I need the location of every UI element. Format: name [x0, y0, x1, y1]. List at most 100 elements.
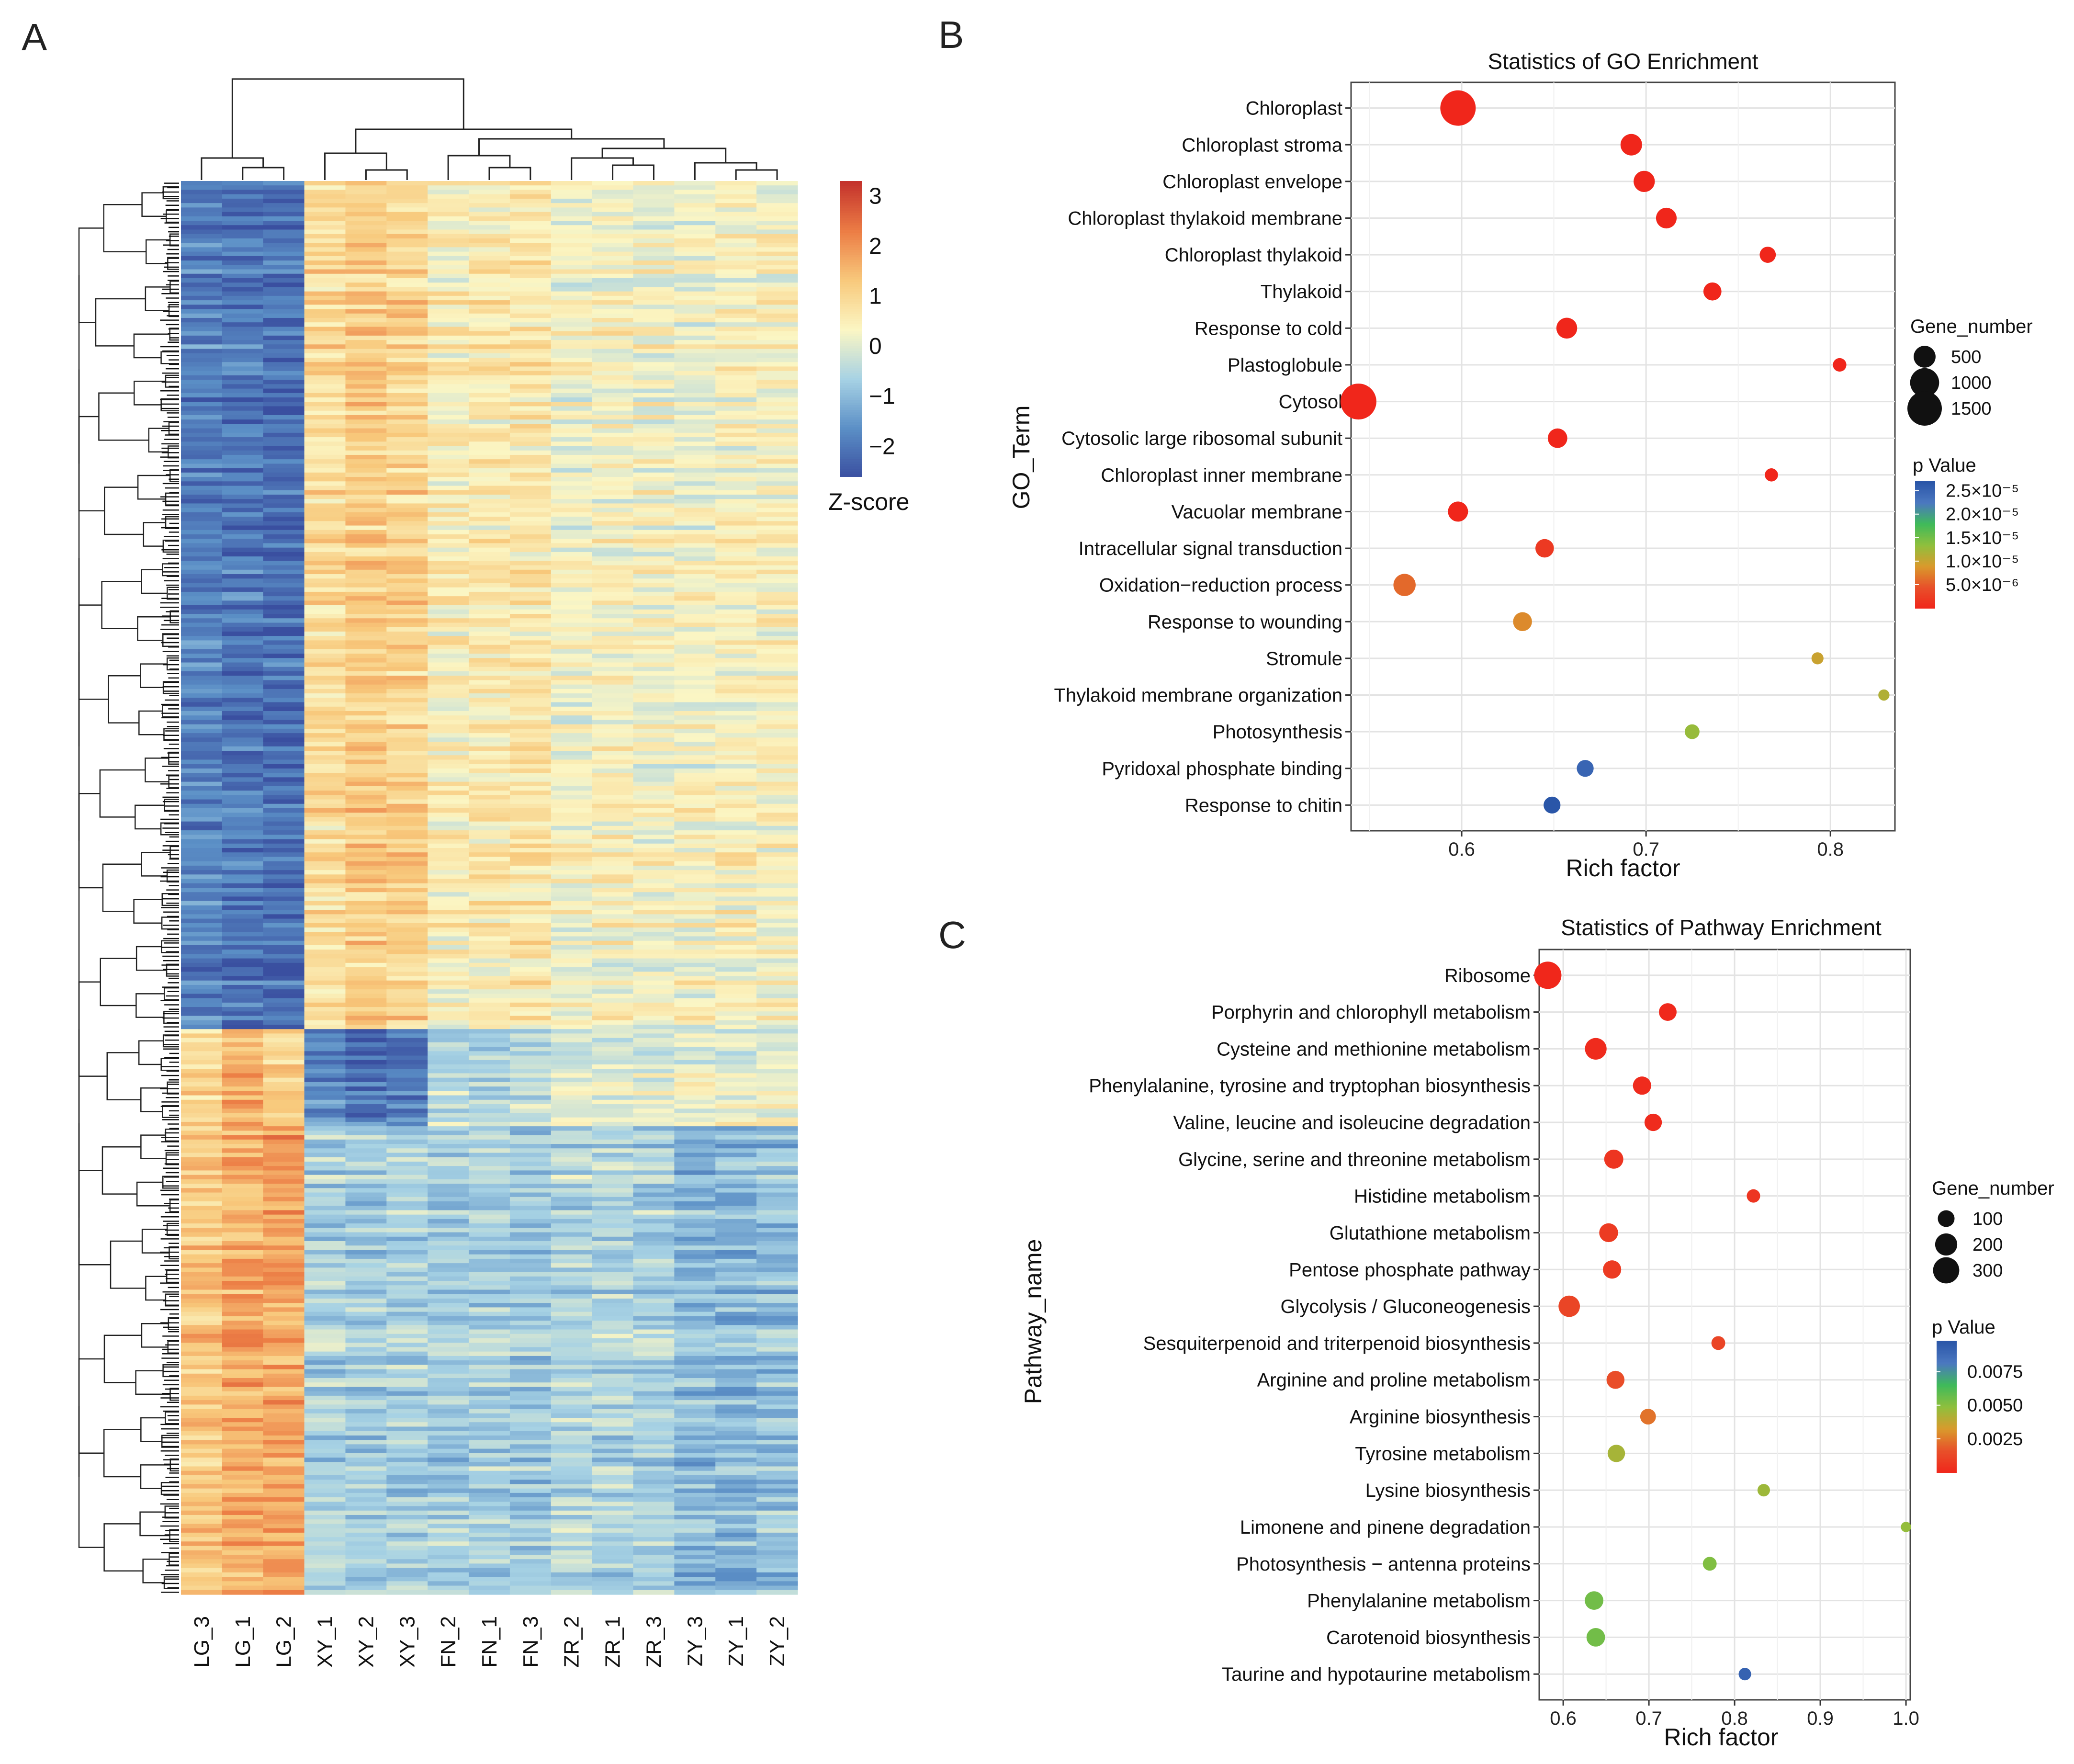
- heatmap-cell: [263, 556, 305, 561]
- heatmap-cell: [428, 1214, 469, 1220]
- heatmap-cell: [386, 331, 428, 336]
- heatmap-cell: [345, 693, 387, 698]
- heatmap-cell: [674, 1458, 716, 1462]
- heatmap-cell: [551, 273, 593, 279]
- heatmap-cell: [304, 627, 346, 632]
- heatmap-cell: [674, 295, 716, 301]
- heatmap-cell: [509, 1470, 552, 1476]
- heatmap-cell: [428, 1161, 469, 1166]
- heatmap-cell: [551, 344, 593, 350]
- heatmap-cell: [715, 923, 757, 928]
- heatmap-cell: [345, 645, 387, 650]
- heatmap-cell: [633, 1121, 675, 1127]
- heatmap-cell: [674, 331, 716, 336]
- heatmap-cell: [263, 499, 305, 504]
- heatmap-cell: [345, 1011, 387, 1017]
- heatmap-cell: [469, 1373, 510, 1379]
- heatmap-cell: [715, 1047, 757, 1052]
- heatmap-cell: [181, 848, 223, 853]
- heatmap-cell: [222, 1303, 264, 1308]
- heatmap-cell: [756, 295, 798, 301]
- heatmap-cell: [756, 1192, 798, 1198]
- heatmap-cell: [222, 578, 264, 584]
- heatmap-cell: [633, 349, 675, 354]
- heatmap-cell: [551, 556, 593, 561]
- heatmap-cell: [715, 1502, 757, 1507]
- heatmap-cell: [469, 768, 510, 773]
- heatmap-cell: [633, 1281, 675, 1286]
- heatmap-cell: [222, 1210, 264, 1215]
- heatmap-cell: [469, 221, 510, 226]
- heatmap-cell: [304, 366, 346, 372]
- heatmap-cell: [756, 331, 798, 336]
- heatmap-cell: [509, 477, 552, 482]
- heatmap-cell: [469, 353, 510, 358]
- heatmap-cell: [592, 459, 634, 464]
- heatmap-cell: [304, 976, 346, 981]
- heatmap-cell: [428, 1113, 469, 1118]
- heatmap-cell: [715, 830, 757, 835]
- heatmap-cell: [181, 1179, 223, 1184]
- heatmap-cell: [509, 1086, 552, 1091]
- heatmap-cell: [263, 1153, 305, 1158]
- heatmap-cell: [222, 1241, 264, 1246]
- heatmap-cell: [674, 1480, 716, 1484]
- heatmap-cell: [304, 1404, 346, 1410]
- heatmap-cell: [715, 1192, 757, 1198]
- heatmap-cell: [509, 1126, 552, 1131]
- heatmap-cell: [551, 737, 593, 743]
- heatmap-cell: [551, 676, 593, 681]
- heatmap-cell: [674, 1285, 716, 1290]
- heatmap-cell: [263, 998, 305, 1003]
- heatmap-cell: [715, 1095, 757, 1100]
- heatmap-cell: [222, 835, 264, 840]
- heatmap-cell: [386, 742, 428, 747]
- heatmap-cell: [304, 1294, 346, 1299]
- heatmap-cell: [304, 768, 346, 773]
- heatmap-cell: [509, 1307, 552, 1312]
- heatmap-cell: [551, 600, 593, 606]
- heatmap-cell: [304, 698, 346, 703]
- heatmap-cell: [345, 958, 387, 963]
- heatmap-cell: [304, 243, 346, 248]
- heatmap-cell: [345, 1113, 387, 1118]
- heatmap-cell: [551, 380, 593, 384]
- heatmap-cell: [509, 521, 552, 526]
- heatmap-cell: [263, 662, 305, 667]
- heatmap-cell: [469, 366, 510, 372]
- heatmap-cell: [551, 1210, 593, 1215]
- heatmap-cell: [345, 618, 387, 623]
- heatmap-cell: [551, 879, 593, 884]
- heatmap-cell: [263, 1166, 305, 1171]
- heatmap-cell: [428, 380, 469, 384]
- heatmap-cell: [428, 459, 469, 464]
- heatmap-cell: [509, 715, 552, 721]
- heatmap-cell: [509, 273, 552, 279]
- heatmap-cell: [592, 733, 634, 738]
- heatmap-cell: [509, 857, 552, 862]
- heatmap-cell: [592, 1418, 634, 1423]
- heatmap-cell: [756, 609, 798, 614]
- heatmap-cell: [551, 711, 593, 716]
- heatmap-cell: [592, 424, 634, 429]
- heatmap-cell: [428, 494, 469, 499]
- heatmap-cell: [386, 454, 428, 460]
- heatmap-cell: [304, 260, 346, 265]
- heatmap-cell: [633, 393, 675, 398]
- heatmap-cell: [469, 344, 510, 350]
- heatmap-cell: [756, 1312, 798, 1317]
- heatmap-cell: [551, 371, 593, 376]
- heatmap-cell: [304, 194, 346, 199]
- heatmap-cell: [551, 870, 593, 875]
- heatmap-cell: [592, 1475, 634, 1480]
- heatmap-cell: [222, 1201, 264, 1206]
- row-dendrogram-link: [145, 1276, 167, 1301]
- heatmap-cell: [469, 751, 510, 756]
- heatmap-cell: [674, 698, 716, 703]
- heatmap-cell: [469, 631, 510, 636]
- heatmap-cell: [509, 269, 552, 274]
- heatmap-cell: [551, 1422, 593, 1427]
- heatmap-cell: [345, 1466, 387, 1471]
- heatmap-cell: [469, 397, 510, 402]
- heatmap-cell: [756, 1316, 798, 1321]
